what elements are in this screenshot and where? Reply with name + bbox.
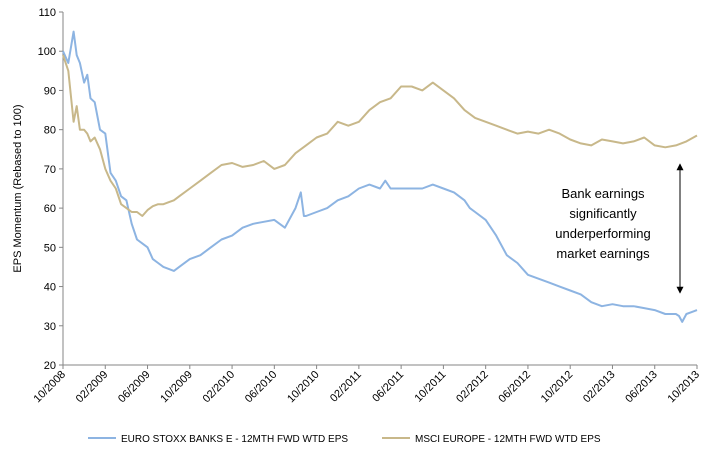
x-tick-label: 10/2010 bbox=[285, 369, 322, 406]
y-axis-label: EPS Momentum (Rebased to 100) bbox=[12, 104, 24, 272]
x-tick-label: 06/2011 bbox=[370, 369, 406, 405]
y-tick-label: 100 bbox=[38, 46, 56, 58]
x-tick-label: 10/2012 bbox=[539, 369, 576, 406]
x-tick-label: 06/2013 bbox=[623, 369, 660, 406]
series-line-euro-stoxx-banks bbox=[62, 30, 698, 323]
annotation-text-line: market earnings bbox=[556, 246, 650, 261]
x-tick-label: 10/2011 bbox=[412, 369, 448, 405]
x-tick-label: 10/2013 bbox=[666, 369, 703, 406]
x-tick-label: 10/2009 bbox=[158, 369, 195, 406]
annotation-layer: Bank earnings significantly underperformin… bbox=[555, 163, 684, 294]
y-tick-label: 70 bbox=[44, 164, 56, 176]
x-tick-label: 06/2010 bbox=[243, 369, 280, 406]
x-tick-label: 02/2012 bbox=[454, 369, 491, 406]
x-tick-label: 10/2008 bbox=[32, 369, 69, 406]
x-tick-label: 02/2013 bbox=[581, 369, 618, 406]
x-tick-label: 06/2012 bbox=[496, 369, 533, 406]
x-tick-label: 02/2010 bbox=[201, 369, 238, 406]
y-tick-label: 60 bbox=[44, 203, 56, 215]
annotation-text-line: Bank earnings bbox=[561, 186, 645, 201]
y-tick-label: 40 bbox=[44, 282, 56, 294]
y-tick-label: 80 bbox=[44, 125, 56, 137]
legend-label: MSCI EUROPE - 12MTH FWD WTD EPS bbox=[415, 434, 601, 445]
x-tick-label: 06/2009 bbox=[116, 369, 153, 406]
legend-label: EURO STOXX BANKS E - 12MTH FWD WTD EPS bbox=[121, 434, 348, 445]
annotation-text-line: underperforming bbox=[555, 226, 650, 241]
annotation-text-line: significantly bbox=[569, 206, 637, 221]
series-line-msci-europe bbox=[62, 54, 698, 217]
x-tick-label: 02/2009 bbox=[74, 369, 111, 406]
legend: EURO STOXX BANKS E - 12MTH FWD WTD EPS MS… bbox=[88, 434, 601, 445]
y-tick-label: 20 bbox=[44, 360, 56, 372]
y-tick-label: 50 bbox=[44, 242, 56, 254]
series-layer bbox=[62, 30, 698, 323]
y-tick-label: 30 bbox=[44, 321, 56, 333]
x-tick-label: 02/2011 bbox=[328, 369, 364, 405]
y-tick-label: 110 bbox=[38, 7, 56, 19]
y-tick-label: 90 bbox=[44, 85, 56, 97]
